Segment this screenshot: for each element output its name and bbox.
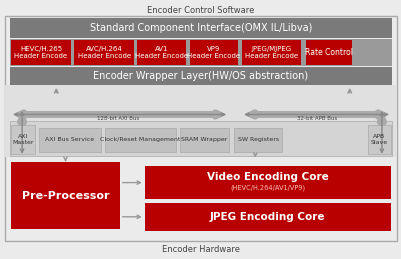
Bar bbox=[10, 18, 391, 38]
Text: Encoder Hardware: Encoder Hardware bbox=[162, 245, 239, 254]
Text: Video Encoding Core: Video Encoding Core bbox=[207, 172, 328, 182]
Text: Standard Component Interface(OMX IL/Libva): Standard Component Interface(OMX IL/Libv… bbox=[89, 23, 312, 33]
Text: Encoder Wrapper Layer(HW/OS abstraction): Encoder Wrapper Layer(HW/OS abstraction) bbox=[93, 71, 308, 81]
Bar bbox=[5, 85, 396, 157]
Text: Encoder Control Software: Encoder Control Software bbox=[147, 6, 254, 15]
Text: JPEG Encoding Core: JPEG Encoding Core bbox=[209, 212, 325, 222]
Bar bbox=[10, 121, 391, 156]
Text: 32-bit APB Bus: 32-bit APB Bus bbox=[297, 116, 337, 121]
Text: Rate Control: Rate Control bbox=[304, 48, 352, 57]
Text: AV1
Header Encode: AV1 Header Encode bbox=[135, 46, 188, 59]
Text: Pre-Processor: Pre-Processor bbox=[22, 191, 109, 200]
Bar bbox=[11, 125, 34, 154]
Bar bbox=[10, 39, 391, 66]
Bar bbox=[11, 162, 119, 229]
Bar bbox=[10, 67, 391, 85]
Bar bbox=[233, 128, 282, 152]
Text: VP9
Header Encode: VP9 Header Encode bbox=[187, 46, 240, 59]
Bar bbox=[180, 128, 228, 152]
Text: SRAM Wrapper: SRAM Wrapper bbox=[181, 137, 227, 142]
Text: SW Registers: SW Registers bbox=[237, 137, 278, 142]
Bar bbox=[189, 40, 237, 65]
Text: AXI
Master: AXI Master bbox=[12, 134, 34, 145]
Text: 128-bit AXI Bus: 128-bit AXI Bus bbox=[97, 116, 140, 121]
Bar bbox=[74, 40, 134, 65]
Bar bbox=[367, 125, 390, 154]
Bar bbox=[105, 128, 175, 152]
Text: AXI Bus Service: AXI Bus Service bbox=[45, 137, 94, 142]
Bar bbox=[305, 40, 351, 65]
Text: JPEG/MJPEG
Header Encode: JPEG/MJPEG Header Encode bbox=[245, 46, 298, 59]
Text: AVC/H.264
Header Encode: AVC/H.264 Header Encode bbox=[77, 46, 130, 59]
Text: HEVC/H.265
Header Encode: HEVC/H.265 Header Encode bbox=[14, 46, 67, 59]
Bar bbox=[144, 166, 390, 199]
Text: Clock/Reset Management: Clock/Reset Management bbox=[100, 137, 180, 142]
Bar bbox=[11, 40, 71, 65]
Bar bbox=[5, 16, 396, 241]
Text: (HEVC/H.264/AV1/VP9): (HEVC/H.264/AV1/VP9) bbox=[230, 185, 304, 191]
Bar bbox=[137, 40, 185, 65]
Bar bbox=[144, 203, 390, 231]
Text: APB
Slave: APB Slave bbox=[370, 134, 387, 145]
Bar bbox=[241, 40, 301, 65]
Bar bbox=[38, 128, 101, 152]
